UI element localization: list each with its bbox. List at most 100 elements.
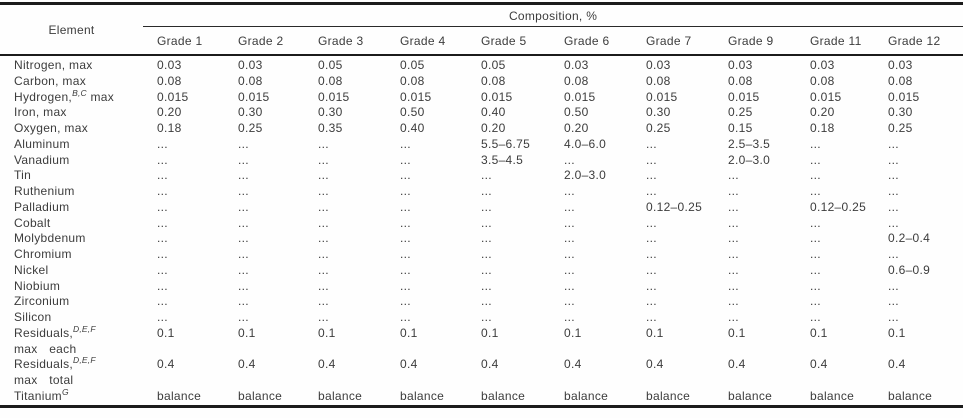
value-cell: 0.18: [810, 121, 835, 135]
value-cell: 0.03: [888, 58, 913, 72]
value-cell: ...: [238, 199, 249, 214]
value-cell: 0.1: [238, 325, 256, 340]
value-cell: balance: [157, 388, 202, 403]
footnote-superscript: D,E,F: [73, 357, 96, 366]
value-cell: ...: [646, 278, 657, 293]
value-cell: 0.12–0.25: [646, 199, 703, 214]
value-cell: ...: [810, 247, 821, 261]
value-cell: ...: [318, 294, 329, 309]
value-cell: ...: [400, 168, 411, 183]
table-row: TitaniumG balance balance balance balance bal…: [0, 389, 963, 406]
value-cell: ...: [400, 310, 411, 324]
value-cell: 0.1: [400, 325, 418, 340]
value-cell: ...: [810, 215, 821, 230]
value-cell: ...: [646, 310, 657, 324]
value-cell: 0.015: [318, 89, 350, 104]
value-cell: 0.1: [481, 325, 499, 340]
element-label: Ruthenium: [14, 184, 75, 198]
value-cell: ...: [888, 184, 899, 198]
value-cell: balance: [646, 388, 691, 403]
value-cell: ...: [888, 136, 899, 151]
value-cell: ...: [728, 231, 739, 246]
element-column-header: Element: [0, 3, 143, 56]
value-cell: ...: [810, 262, 821, 277]
grade-header-row: Grade 1 Grade 2 Grade 3 Grade 4 Grade 5 Grade…: [0, 26, 963, 56]
element-label: Vanadium: [14, 152, 70, 167]
value-cell: 0.015: [810, 89, 842, 104]
table-row: Chromium..............................: [0, 247, 963, 263]
value-cell: 0.50: [564, 105, 589, 120]
value-cell: ...: [888, 278, 899, 293]
element-label: Molybdenum: [14, 231, 86, 246]
value-cell: 0.4: [564, 357, 582, 372]
value-cell: 0.05: [400, 58, 425, 72]
element-label: Chromium: [14, 247, 72, 261]
value-cell: ...: [564, 310, 575, 324]
group-header-row: Element Composition, %: [0, 3, 963, 56]
value-cell: ...: [888, 199, 899, 214]
value-cell: ...: [318, 215, 329, 230]
footnote-superscript: D,E,F: [73, 325, 96, 334]
value-cell: 0.4: [318, 357, 336, 372]
value-cell: ...: [400, 247, 411, 261]
value-cell: ...: [646, 136, 657, 151]
table-row: Oxygen, max 0.18 0.25 0.35 0.40 0.20 0.20 0.25 0…: [0, 121, 963, 137]
value-cell: 0.20: [157, 105, 182, 120]
table-row: Carbon, max 0.08 0.08 0.08 0.08 0.08 0.08 0.08 0…: [0, 74, 963, 90]
value-cell: ...: [728, 310, 739, 324]
table-row: Palladium.................. 0.12–0.25... 0…: [0, 200, 963, 216]
grade-column-header: Grade 3: [304, 26, 386, 56]
value-cell: ...: [810, 136, 821, 151]
value-cell: 0.25: [888, 121, 913, 135]
value-cell: 0.03: [564, 58, 589, 72]
grade-column-header: Grade 12: [874, 26, 963, 56]
value-cell: 0.03: [810, 58, 835, 72]
value-cell: 0.1: [157, 325, 175, 340]
table-row: Ruthenium..............................: [0, 184, 963, 200]
value-cell: ...: [564, 247, 575, 261]
value-cell: ...: [481, 184, 492, 198]
value-cell: 0.12–0.25: [810, 199, 867, 214]
value-cell: ...: [318, 168, 329, 183]
value-cell: 0.03: [157, 58, 182, 72]
value-cell: 0.2–0.4: [888, 231, 931, 246]
value-cell: ...: [157, 262, 168, 277]
value-cell: ...: [728, 294, 739, 309]
table-row: Hydrogen,B,C max 0.015 0.015 0.015 0.015 0.01…: [0, 90, 963, 106]
value-cell: ...: [810, 168, 821, 183]
value-cell: ...: [888, 152, 899, 167]
value-cell: 0.20: [564, 121, 589, 135]
value-cell: 0.05: [318, 58, 343, 72]
value-cell: ...: [646, 184, 657, 198]
value-cell: ...: [318, 199, 329, 214]
value-cell: ...: [481, 247, 492, 261]
element-label: Nickel: [14, 262, 49, 277]
value-cell: 0.1: [318, 325, 336, 340]
table-row: Niobium..............................: [0, 279, 963, 295]
grade-column-header: Grade 2: [224, 26, 304, 56]
element-label: Carbon, max: [14, 73, 86, 88]
element-label: Residuals,D,E,F max total: [0, 357, 143, 389]
grade-column-header: Grade 11: [796, 26, 874, 56]
value-cell: 0.4: [810, 357, 828, 372]
value-cell: 0.4: [400, 357, 418, 372]
element-label: Aluminum: [14, 136, 70, 151]
element-label: Zirconium: [14, 294, 70, 309]
value-cell: ...: [728, 184, 739, 198]
value-cell: ...: [400, 215, 411, 230]
element-label-line2: max each: [14, 341, 77, 356]
table-row: Zirconium..............................: [0, 294, 963, 310]
value-cell: ...: [564, 152, 575, 167]
value-cell: ...: [157, 247, 168, 261]
value-cell: 0.08: [481, 73, 506, 88]
value-cell: 0.25: [646, 121, 671, 135]
value-cell: ...: [481, 294, 492, 309]
value-cell: ...: [238, 215, 249, 230]
value-cell: 0.015: [400, 89, 432, 104]
value-cell: ...: [564, 184, 575, 198]
value-cell: ...: [238, 310, 249, 324]
value-cell: ...: [481, 310, 492, 324]
value-cell: ...: [481, 199, 492, 214]
element-label: Palladium: [14, 199, 70, 214]
table-row: Vanadium............ 3.5–4.5...... 2.0–3.0…: [0, 153, 963, 169]
